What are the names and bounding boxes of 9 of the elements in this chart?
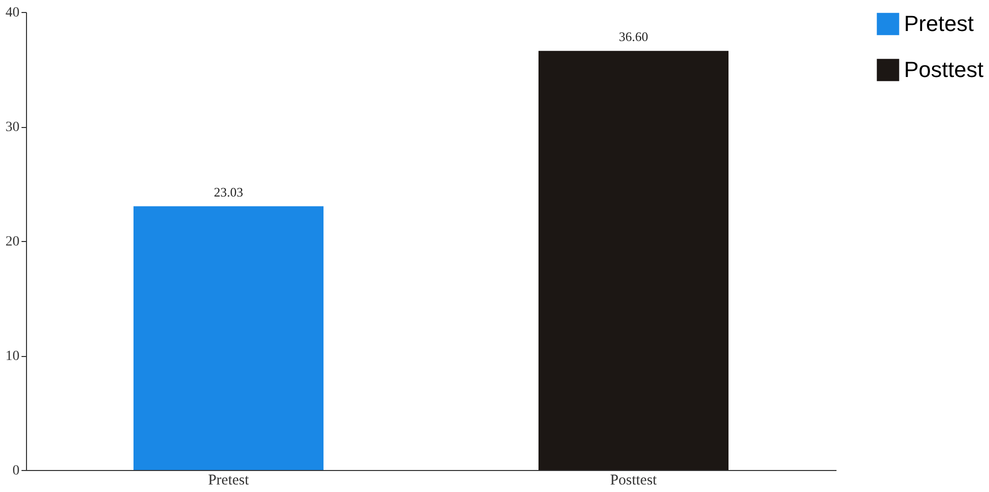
data-label: 36.60 bbox=[618, 28, 648, 44]
y-tick-label: 30 bbox=[6, 120, 20, 135]
y-tick-label: 0 bbox=[12, 464, 20, 478]
y-tick-label: 40 bbox=[6, 6, 20, 20]
legend-label: Pretest bbox=[904, 11, 974, 36]
data-label: 23.03 bbox=[214, 184, 244, 200]
y-tick-label: 20 bbox=[6, 234, 20, 250]
y-tick-label: 10 bbox=[6, 349, 20, 364]
legend-label: Posttest bbox=[904, 57, 984, 82]
